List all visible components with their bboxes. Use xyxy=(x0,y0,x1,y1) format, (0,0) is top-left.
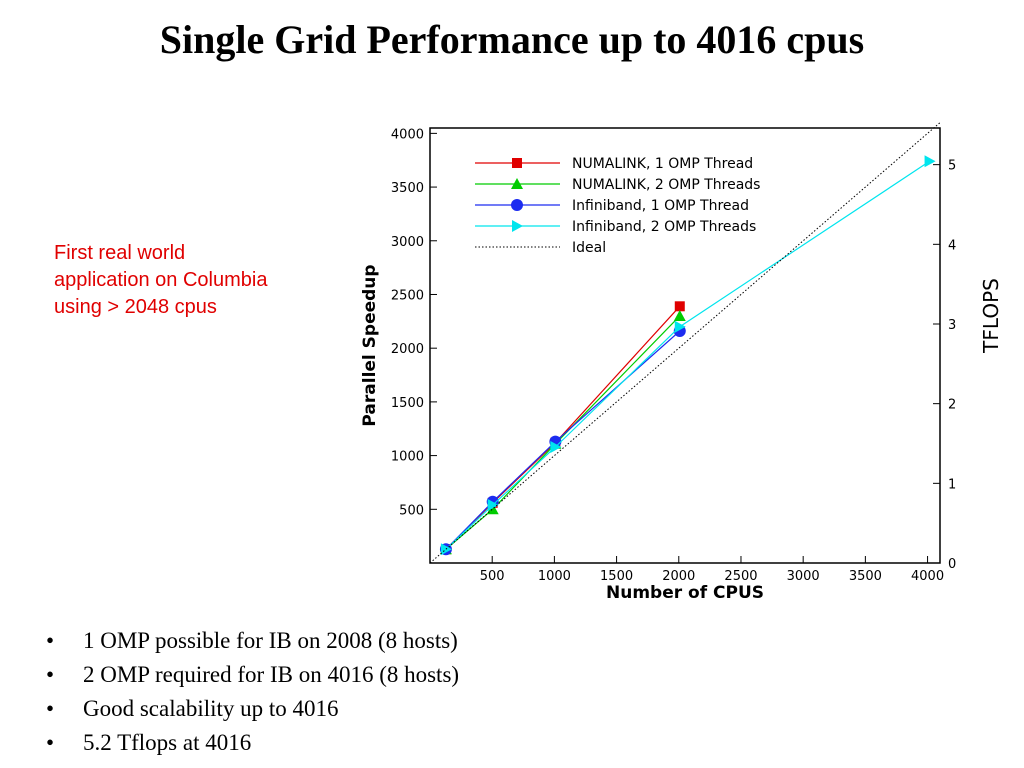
y-tick-label: 1000 xyxy=(391,450,424,465)
y-tick-label: 500 xyxy=(399,503,424,518)
data-point xyxy=(674,301,685,312)
bullet-item: Good scalability up to 4016 xyxy=(40,692,459,726)
y2-tick-label: 4 xyxy=(948,238,956,253)
legend-label: Ideal xyxy=(572,240,606,256)
speedup-chart: 500 1000 1500 2000 2500 3000 3500 4000500100015… xyxy=(360,122,1003,603)
series-line xyxy=(429,122,941,564)
y2-tick-label: 5 xyxy=(948,159,956,174)
x-tick-label: 3000 xyxy=(787,569,820,584)
x-tick-label: 1000 xyxy=(538,569,571,584)
note-line: application on Columbia xyxy=(54,269,268,291)
x-tick-label: 1500 xyxy=(600,569,633,584)
legend-label: NUMALINK, 1 OMP Thread xyxy=(572,156,753,172)
bullet-item: 1 OMP possible for IB on 2008 (8 hosts) xyxy=(40,624,459,658)
y2-tick-label: 2 xyxy=(948,398,956,413)
y2-tick-label: 1 xyxy=(948,477,956,492)
x-tick-label: 3500 xyxy=(849,569,882,584)
legend-marker xyxy=(512,158,522,168)
y-tick-label: 4000 xyxy=(391,127,424,142)
annotation-note: First real world application on Columbia… xyxy=(54,240,344,321)
y-tick-label: 2500 xyxy=(391,288,424,303)
legend-label: Infiniband, 2 OMP Threads xyxy=(572,219,756,235)
y-tick-label: 3000 xyxy=(391,235,424,250)
plot-frame xyxy=(429,127,941,564)
bullet-item: 5.2 Tflops at 4016 xyxy=(40,726,459,760)
x-tick-label: 2000 xyxy=(662,569,695,584)
x-tick-label: 500 xyxy=(480,569,505,584)
note-line: First real world xyxy=(54,242,186,264)
x-tick-label: 4000 xyxy=(911,569,944,584)
y2-tick-label: 0 xyxy=(948,557,956,572)
x-axis-label: Number of CPUS xyxy=(606,583,764,603)
y2-axis-label: TFLOPS xyxy=(979,278,1003,354)
data-point xyxy=(674,320,686,333)
data-point xyxy=(924,155,936,168)
y2-tick-label: 3 xyxy=(948,318,956,333)
data-point xyxy=(487,499,499,511)
legend-label: NUMALINK, 2 OMP Threads xyxy=(572,177,760,193)
legend-label: Infiniband, 1 OMP Thread xyxy=(572,198,749,214)
slide-title: Single Grid Performance up to 4016 cpus xyxy=(159,17,865,62)
legend-marker xyxy=(511,199,523,211)
legend-marker xyxy=(512,220,523,232)
bullet-list: 1 OMP possible for IB on 2008 (8 hosts) … xyxy=(40,624,459,760)
bullet-item: 2 OMP required for IB on 4016 (8 hosts) xyxy=(40,658,459,692)
y-tick-label: 3500 xyxy=(391,181,424,196)
y-tick-label: 2000 xyxy=(391,342,424,357)
note-line: using > 2048 cpus xyxy=(54,296,217,318)
data-point xyxy=(486,503,499,515)
x-tick-label: 2500 xyxy=(724,569,757,584)
y-tick-label: 1500 xyxy=(391,396,424,411)
y-axis-label: Parallel Speedup xyxy=(360,264,380,426)
legend-marker xyxy=(511,178,523,189)
data-point xyxy=(550,441,562,453)
data-point xyxy=(673,309,686,321)
